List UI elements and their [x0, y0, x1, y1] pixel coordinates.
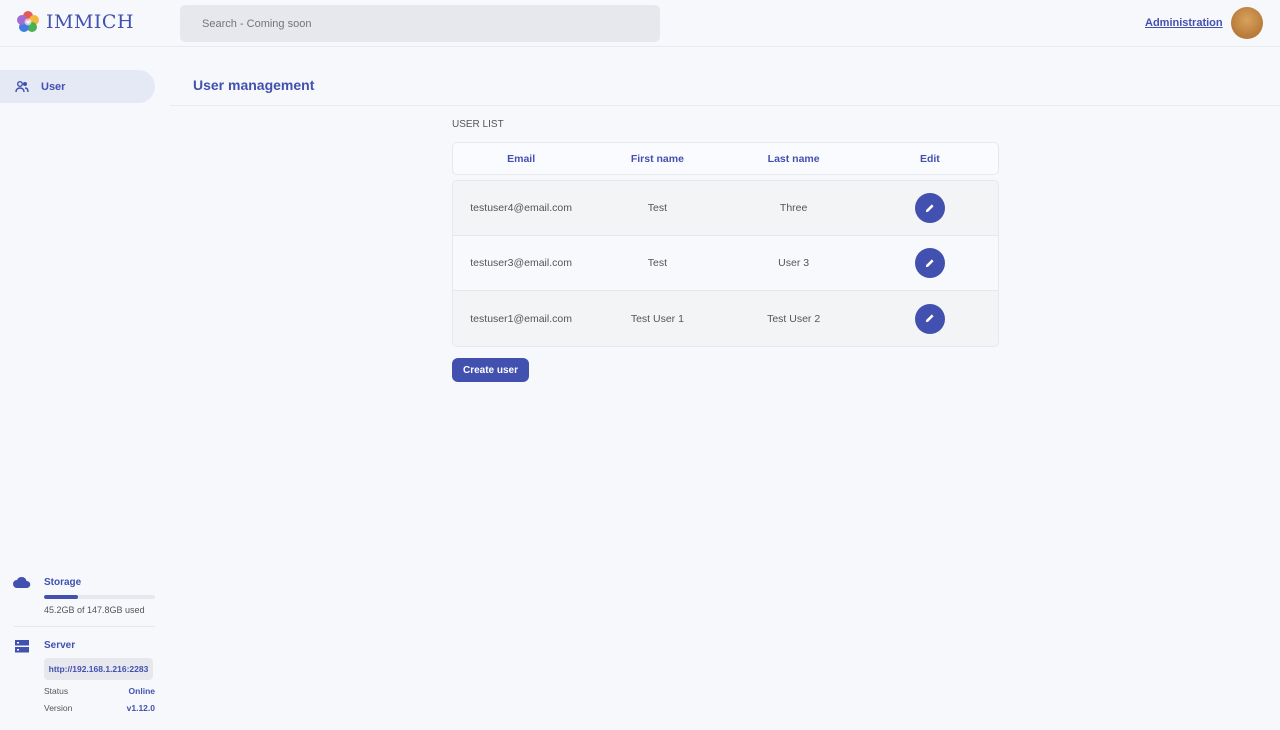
administration-link[interactable]: Administration — [1145, 17, 1223, 29]
search-input[interactable] — [180, 5, 660, 42]
storage-progress-fill — [44, 595, 78, 599]
server-status: Status Online — [44, 686, 155, 696]
cell-email: testuser4@email.com — [470, 202, 572, 214]
logo[interactable]: IMMICH — [16, 10, 134, 34]
sidebar-item-label: User — [41, 80, 66, 93]
status-label: Status — [44, 686, 69, 696]
server-url: http://192.168.1.216:2283 — [44, 658, 153, 680]
server-version: Version v1.12.0 — [44, 703, 155, 713]
version-value: v1.12.0 — [126, 703, 155, 713]
edit-user-button[interactable] — [914, 248, 945, 278]
cell-last-name: Test User 2 — [767, 312, 821, 325]
table-row: testuser3@email.com Test User 3 — [453, 236, 998, 291]
pencil-icon — [926, 258, 934, 267]
top-bar: IMMICH Administration — [0, 0, 1280, 47]
create-user-button[interactable]: Create user — [452, 358, 529, 382]
column-header-email: Email — [507, 152, 536, 165]
cell-first-name: Test — [647, 202, 667, 214]
server-label: Server — [44, 640, 76, 651]
cell-email: testuser1@email.com — [470, 312, 572, 325]
storage-usage-text: 45.2GB of 147.8GB used — [44, 605, 145, 615]
section-label: USER LIST — [452, 119, 504, 130]
sidebar-item-user[interactable]: User — [0, 70, 155, 103]
column-header-last-name: Last name — [767, 152, 820, 165]
cell-first-name: Test — [647, 257, 667, 269]
server-icon — [15, 640, 29, 653]
divider — [170, 105, 1280, 106]
table-header: Email First name Last name Edit — [452, 142, 999, 175]
divider — [14, 626, 155, 627]
cell-last-name: Three — [779, 202, 808, 214]
avatar[interactable] — [1231, 7, 1263, 39]
storage-label: Storage — [44, 577, 82, 588]
page-title: User management — [193, 77, 315, 93]
edit-user-button[interactable] — [914, 193, 945, 223]
users-icon — [15, 80, 29, 92]
cloud-icon — [13, 576, 31, 588]
cell-last-name: User 3 — [778, 257, 810, 269]
table-row: testuser1@email.com Test User 1 Test Use… — [453, 291, 998, 346]
cell-email: testuser3@email.com — [470, 257, 572, 269]
column-header-first-name: First name — [630, 152, 684, 165]
pencil-icon — [926, 203, 934, 212]
immich-logo-icon — [17, 11, 39, 32]
storage-progress-bar — [44, 595, 155, 599]
status-value: Online — [128, 686, 155, 696]
pencil-icon — [926, 314, 934, 323]
version-label: Version — [44, 703, 73, 713]
table-row: testuser4@email.com Test Three — [453, 181, 998, 236]
column-header-edit: Edit — [919, 152, 940, 165]
edit-user-button[interactable] — [914, 303, 945, 334]
user-table: testuser4@email.com Test Three testuser3… — [452, 180, 999, 347]
logo-text: IMMICH — [46, 11, 135, 33]
cell-first-name: Test User 1 — [630, 312, 684, 325]
